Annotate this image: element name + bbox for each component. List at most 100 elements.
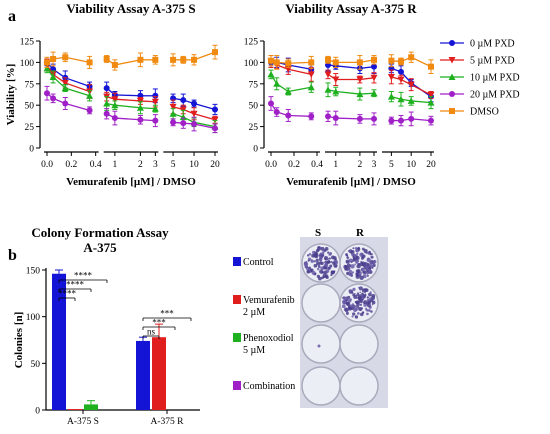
significance-label: *** (160, 309, 174, 319)
y-tick-label: 125 (244, 38, 259, 48)
data-point (397, 68, 404, 75)
colony-dot (363, 262, 367, 265)
colony-dot (341, 304, 346, 309)
data-point (308, 59, 315, 66)
colony-dot (361, 267, 364, 271)
colony-dot (360, 312, 364, 317)
colony-dot (325, 275, 329, 279)
data-point (268, 100, 274, 107)
y-tick-label: 0 (253, 145, 258, 155)
colony-dot (366, 298, 371, 303)
colony-dot (361, 288, 367, 293)
data-point (324, 71, 332, 78)
y-tick-label: 0 (29, 145, 34, 155)
series-line-1 (65, 82, 90, 93)
data-point (332, 59, 339, 66)
colony-dot (352, 247, 355, 250)
legend-label: DMSO (470, 107, 499, 118)
data-point (408, 115, 415, 122)
colony-dot (308, 253, 312, 256)
x-tick-label: 3 (153, 160, 158, 170)
data-point (62, 100, 69, 107)
colony-dot (355, 304, 360, 309)
x-tick-label: 2 (138, 160, 143, 170)
colony-dot (364, 291, 367, 294)
colony-dot (319, 261, 323, 265)
series-line-3 (411, 118, 432, 122)
colony-dot (342, 302, 345, 305)
data-point (397, 58, 404, 65)
colony-dot (344, 307, 349, 313)
colony-dot (317, 246, 321, 249)
colony-dot (315, 258, 319, 262)
data-point (179, 113, 187, 121)
series-line-2 (114, 104, 141, 109)
series-line-3 (193, 123, 216, 129)
colony-dot (323, 261, 326, 264)
x-tick-label: 1 (333, 160, 338, 170)
colony-dot (370, 255, 374, 259)
data-point (111, 101, 119, 109)
data-point (180, 97, 187, 104)
colony-dot (323, 276, 326, 279)
colony-dot (354, 307, 359, 311)
colony-dot (352, 312, 356, 316)
colony-dot (346, 263, 351, 268)
data-point (152, 117, 159, 124)
series-line-2 (288, 86, 312, 93)
colony-chart-subtitle: A-375 (83, 240, 117, 255)
data-point (103, 99, 111, 107)
data-point (387, 93, 395, 100)
colony-dot (367, 301, 371, 304)
series-line-1 (359, 77, 375, 81)
data-point (332, 76, 340, 84)
x-tick-label: 0.0 (265, 160, 277, 170)
data-point (111, 115, 118, 122)
x-tick-label: 1 (113, 160, 118, 170)
data-point (387, 73, 395, 81)
series-line-4 (65, 56, 90, 64)
data-point (61, 84, 69, 92)
colony-dot (308, 266, 311, 270)
colony-dot (321, 254, 325, 257)
colony-dot (313, 260, 316, 263)
bar-2 (84, 404, 98, 410)
data-point (273, 109, 280, 116)
significance-label: **** (58, 289, 77, 299)
series-line-4 (410, 56, 432, 68)
x-axis-label: Vemurafenib [µM] / DMSO (66, 176, 196, 188)
colony-dot (344, 267, 348, 271)
colony-dot (362, 254, 366, 258)
colony-dot (345, 311, 349, 315)
data-point (325, 113, 331, 120)
colony-dot (343, 296, 348, 301)
bar-0 (52, 273, 66, 410)
colony-dot (327, 251, 330, 254)
colony-dot (330, 270, 334, 273)
data-point (211, 116, 219, 124)
colony-dot (366, 274, 369, 277)
colony-chart-title: Colony Formation Assay (31, 225, 169, 240)
data-point (332, 115, 339, 122)
series-line-0 (114, 94, 141, 97)
series-line-4 (288, 61, 312, 64)
series-line-2 (193, 121, 216, 128)
data-point (427, 91, 435, 99)
series-line-1 (288, 68, 312, 76)
data-point (356, 59, 363, 66)
data-point (307, 83, 315, 91)
bar-1 (152, 337, 166, 410)
series-line-2 (411, 100, 432, 104)
data-point (49, 73, 57, 80)
data-point (428, 117, 434, 124)
y-tick-label: 75 (25, 80, 35, 90)
data-point (388, 117, 395, 124)
legend-label: 0 µM PXD (470, 39, 515, 50)
colony-dot (307, 254, 310, 257)
series-line-3 (288, 114, 312, 117)
plate-well (339, 366, 379, 406)
y-tick-label: 25 (25, 123, 35, 133)
colony-dot (371, 300, 376, 305)
colony-dot (355, 256, 360, 260)
